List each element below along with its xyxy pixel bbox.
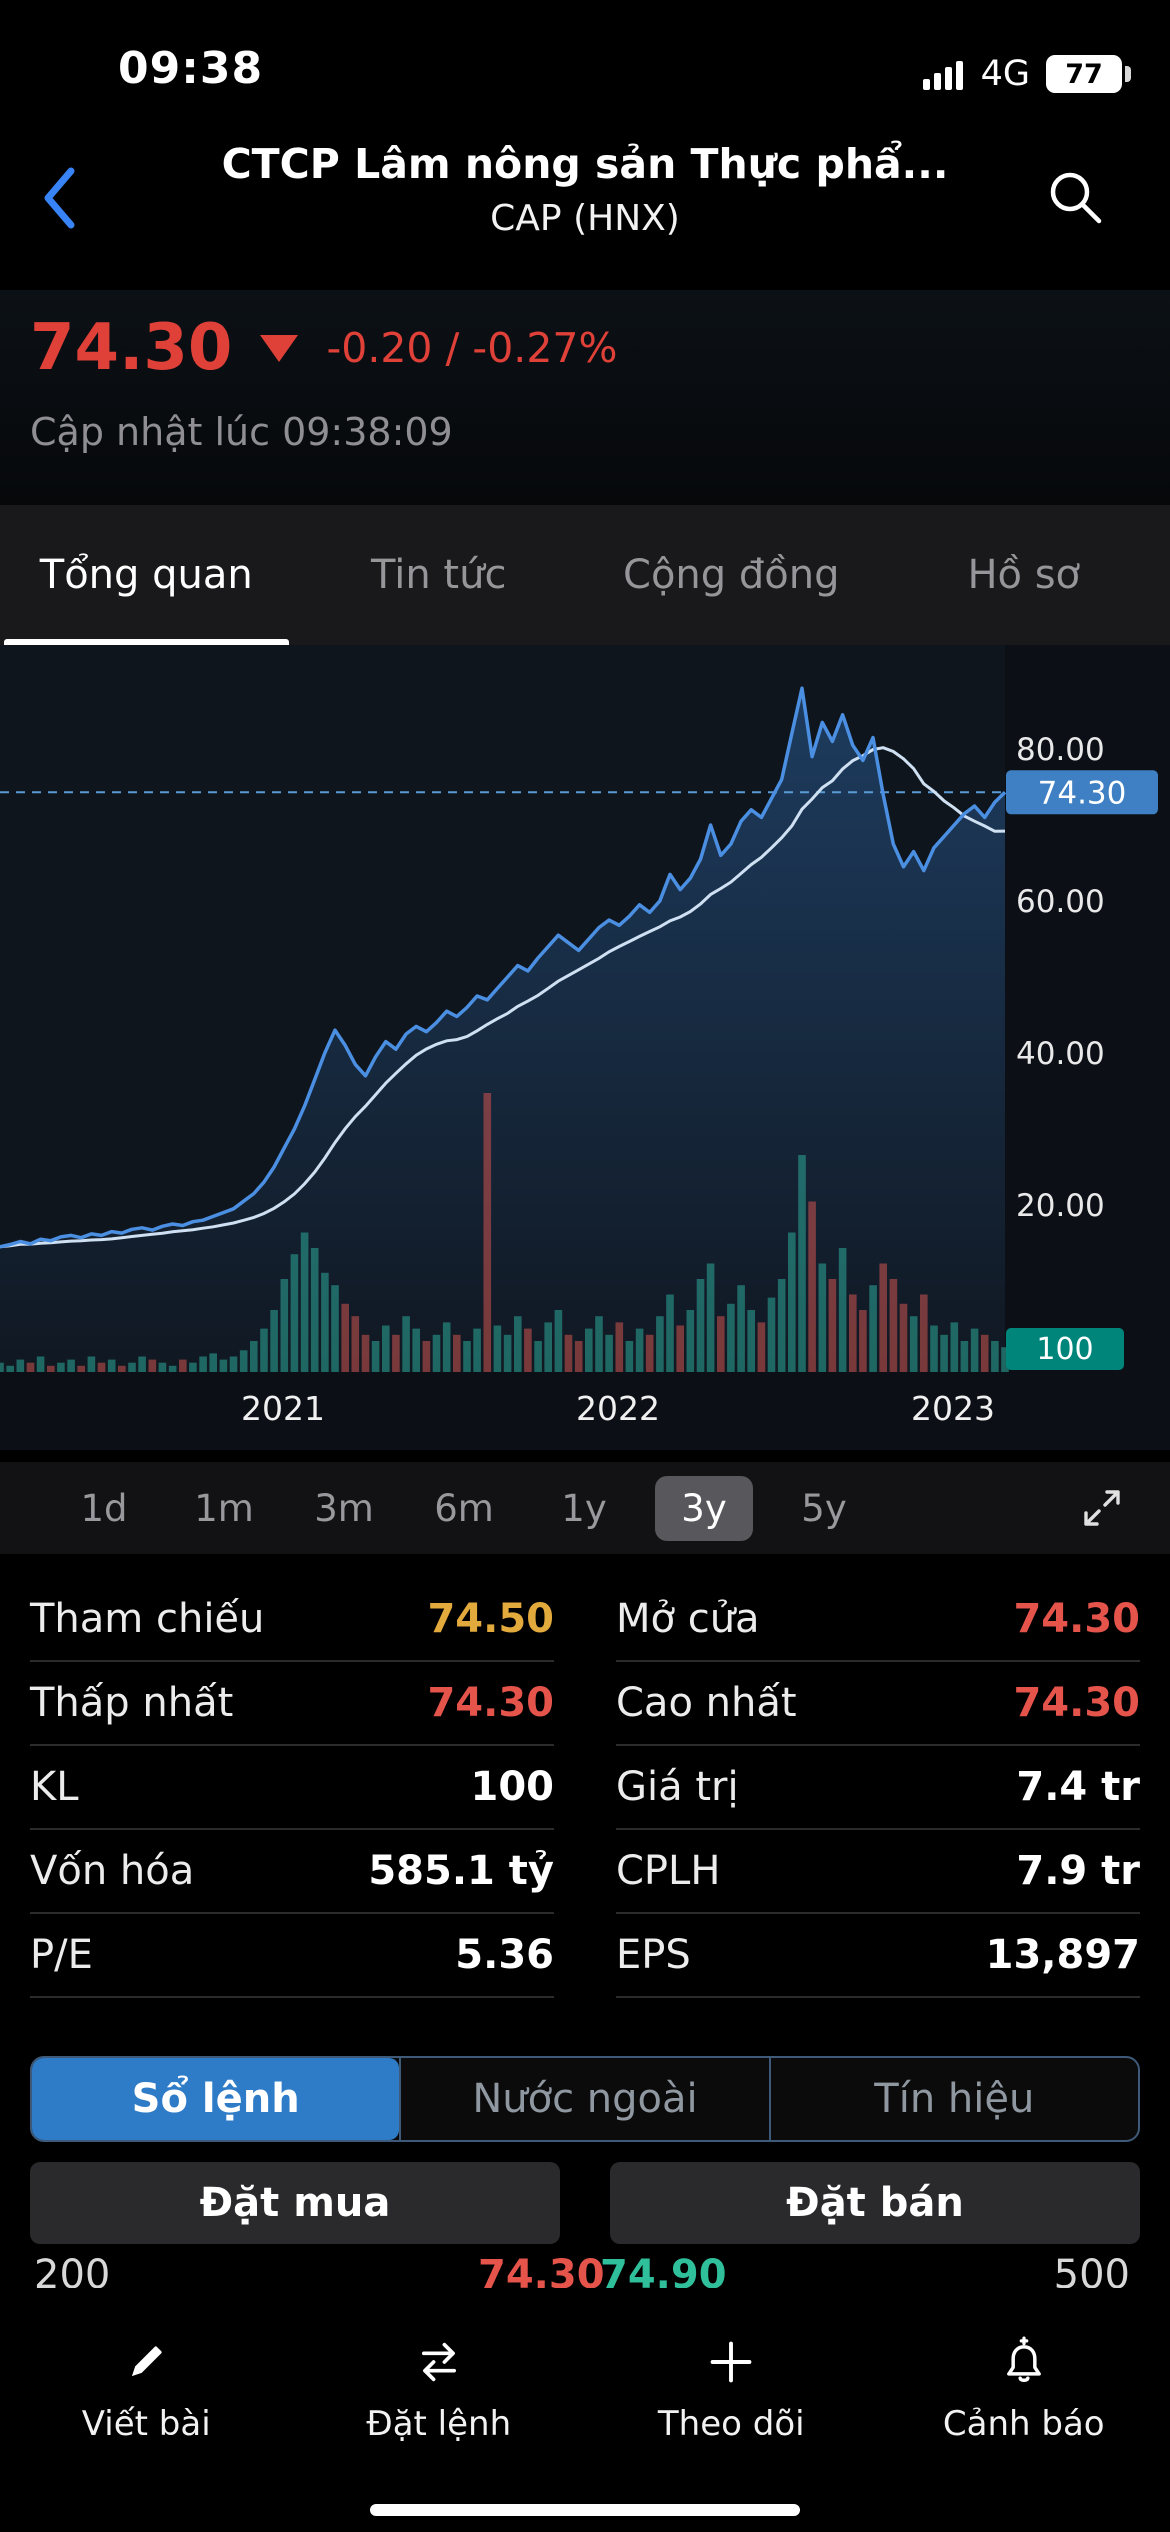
stat-open: Mở cửa 74.30 [616,1578,1140,1662]
stat-shares-outstanding: CPLH 7.9 tr [616,1830,1140,1914]
current-price-badge-label: 74.30 [1038,775,1127,811]
search-icon [1050,172,1102,224]
range-3y[interactable]: 3y [644,1475,764,1541]
expand-icon [1084,1490,1120,1526]
stat-eps: EPS 13,897 [616,1914,1140,1998]
price-change: -0.20 / -0.27% [326,324,618,372]
search-button[interactable] [1042,164,1108,234]
ask-price: 74.90 [600,2252,727,2288]
chevron-left-icon [44,167,75,229]
x-axis-label: 2021 [241,1389,325,1428]
ma-line [0,746,1006,1249]
orderbook-segment-control: Sổ lệnh Nước ngoài Tín hiệu [30,2056,1140,2142]
swap-arrows-icon [421,2342,456,2382]
range-1m[interactable]: 1m [194,1486,254,1530]
segment-order-book[interactable]: Sổ lệnh [32,2058,400,2140]
segment-foreign[interactable]: Nước ngoài [399,2058,768,2140]
y-axis-label: 20.00 [1016,1188,1105,1224]
status-bar: 09:38 4G 77 [0,0,1170,104]
stat-pe: P/E 5.36 [30,1914,554,1998]
price-band-background [0,290,1170,505]
bottom-toolbar: Viết bài Đặt lệnh Theo dõi Cảnh báo [0,2288,1170,2532]
ask-volume: 500 [1053,2252,1130,2288]
last-price: 74.30 [30,311,233,385]
segment-signal[interactable]: Tín hiệu [768,2058,1138,2140]
range-5y[interactable]: 5y [801,1486,847,1530]
y-axis-label: 80.00 [1016,732,1105,768]
volume-bars [0,1093,1009,1372]
plus-icon [710,2341,752,2383]
tab-overview[interactable]: Tổng quan [0,505,293,645]
range-selector: 1d 1m 3m 6m 1y 3y 5y [0,1462,1170,1554]
chart-expand-button[interactable] [1078,1484,1126,1532]
bid-price: 74.30 [478,2252,605,2288]
toolbar-item-write-post[interactable]: Viết bài [0,2288,293,2532]
range-1y[interactable]: 1y [561,1486,607,1530]
y-axis-label: 60.00 [1016,884,1105,920]
stat-market-cap: Vốn hóa 585.1 tỷ [30,1830,554,1914]
home-indicator[interactable] [370,2504,800,2516]
tab-bar: Tổng quan Tin tức Cộng đồng Hồ sơ [0,505,1170,645]
stat-high: Cao nhất 74.30 [616,1662,1140,1746]
order-buttons: Đặt mua Đặt bán [30,2162,1140,2244]
last-updated: Cập nhật lúc 09:38:09 [30,410,453,454]
page-title: CTCP Lâm nông sản Thực phẩ... [221,140,949,188]
volume-badge-label: 100 [1036,1332,1093,1367]
toolbar-item-place-order[interactable]: Đặt lệnh [293,2288,586,2532]
stat-volume: KL 100 [30,1746,554,1830]
range-1d[interactable]: 1d [80,1486,128,1530]
sell-order-button[interactable]: Đặt bán [610,2162,1140,2244]
price-area [0,688,1005,1372]
range-6m[interactable]: 6m [434,1486,494,1530]
tab-community[interactable]: Cộng đồng [623,552,840,598]
price-line [0,686,1007,1249]
triangle-down-icon [260,334,299,362]
header-titles: CTCP Lâm nông sản Thực phẩ... CAP (HNX) [140,140,1030,239]
bell-plus-icon [1006,2336,1041,2383]
stat-reference: Tham chiếu 74.50 [30,1578,554,1662]
quote-section: 74.30 -0.20 / -0.27% Cập nhật lúc 09:38:… [30,316,1140,454]
cellular-signal-icon [922,60,963,90]
back-button[interactable] [24,148,94,248]
battery-percent: 77 [1065,58,1103,90]
orderbook-row[interactable]: 200 74.30 74.90 500 [0,2252,1170,2288]
toolbar-item-watch[interactable]: Theo dõi [585,2288,878,2532]
pencil-icon [132,2346,162,2377]
clock: 09:38 [118,43,264,94]
x-axis-label: 2022 [576,1389,660,1428]
stat-low: Thấp nhất 74.30 [30,1662,554,1746]
status-indicators: 4G 77 [922,54,1131,94]
tab-news[interactable]: Tin tức [371,552,507,598]
stats-grid: Tham chiếu 74.50 Mở cửa 74.30 Thấp nhất … [30,1578,1140,1998]
toolbar-item-alert[interactable]: Cảnh báo [878,2288,1170,2532]
current-price-badge [1006,770,1158,815]
network-type-label: 4G [980,54,1030,94]
y-axis-label: 40.00 [1016,1036,1105,1072]
stat-trade-value: Giá trị 7.4 tr [616,1746,1140,1830]
tab-profile[interactable]: Hồ sơ [967,552,1081,598]
ticker-exchange: CAP (HNX) [490,198,680,239]
buy-order-button[interactable]: Đặt mua [30,2162,560,2244]
bid-volume: 200 [34,2252,111,2288]
header: CTCP Lâm nông sản Thực phẩ... CAP (HNX) [0,104,1170,290]
price-chart[interactable]: 80.00 60.00 40.00 20.00 74.30 100 2021 2022 2023 [0,645,1170,1450]
x-axis-label: 2023 [911,1389,995,1428]
volume-badge [1006,1328,1124,1370]
battery-icon: 77 [1046,55,1131,93]
range-3m[interactable]: 3m [314,1486,374,1530]
